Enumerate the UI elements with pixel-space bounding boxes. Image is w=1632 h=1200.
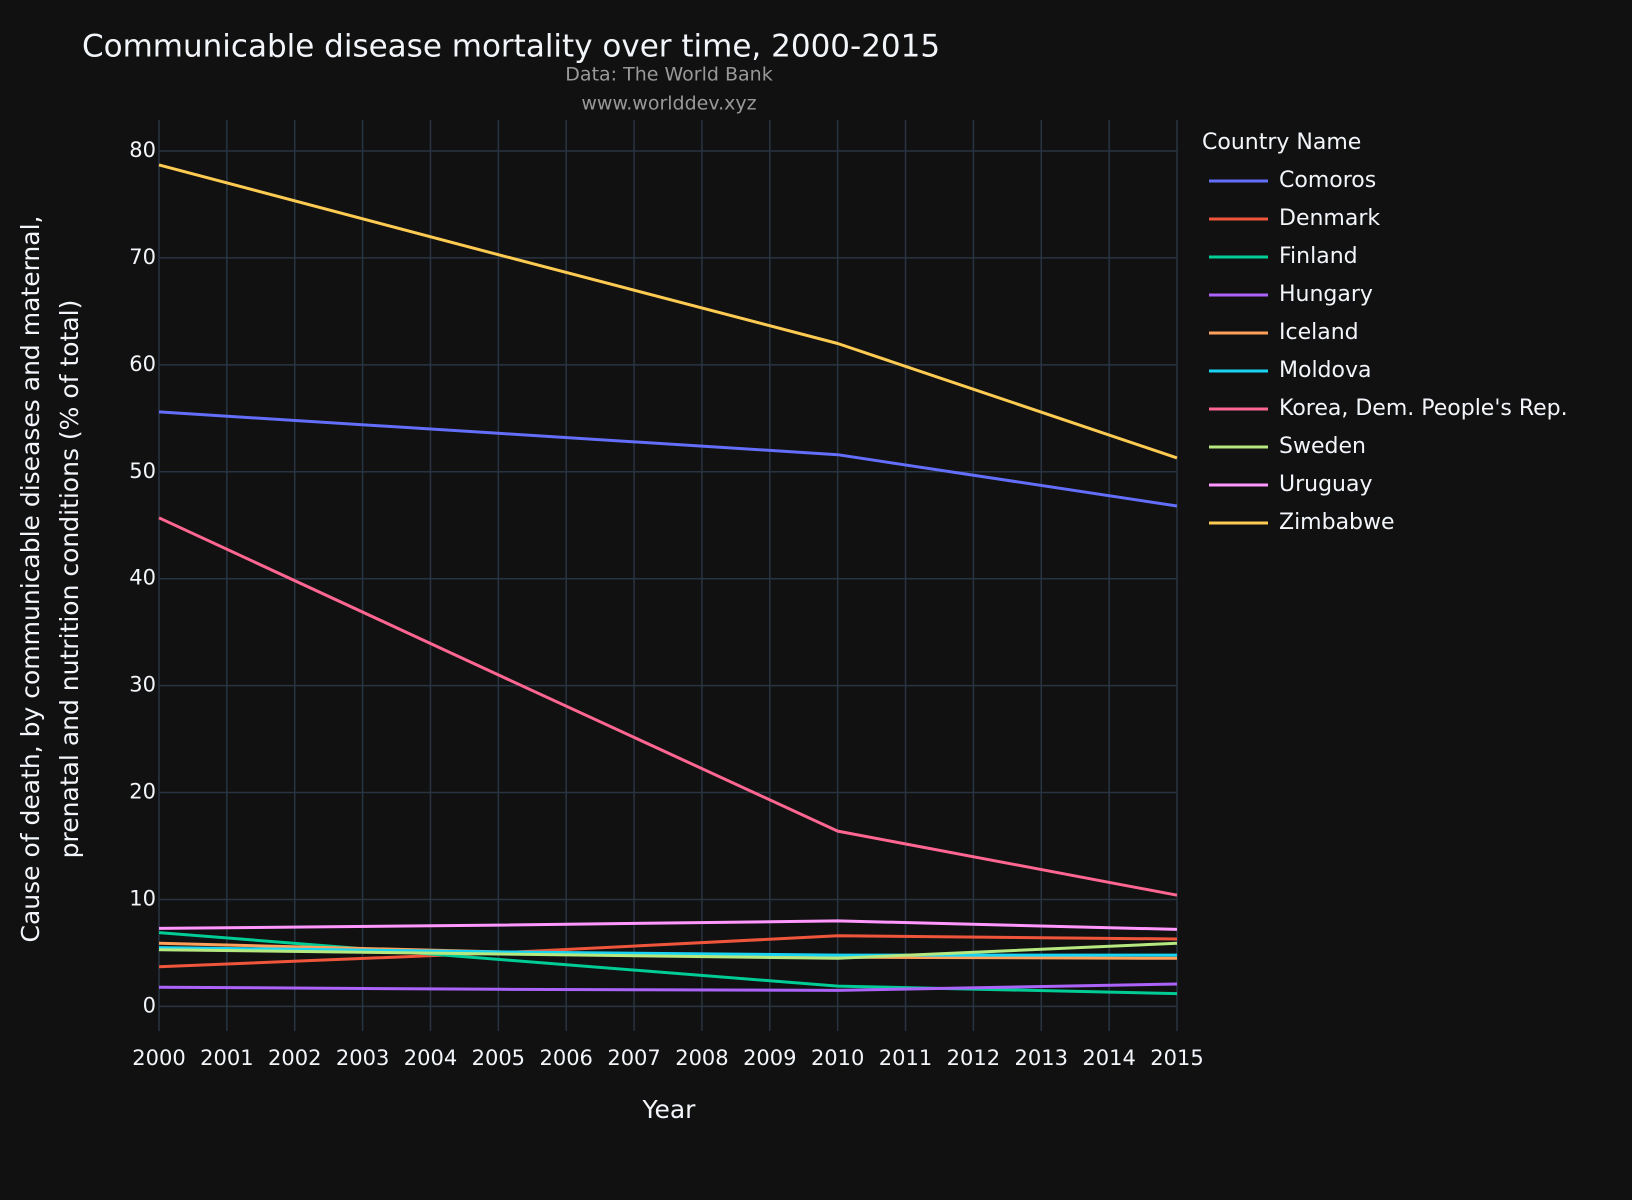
legend-label: Zimbabwe — [1279, 510, 1395, 535]
series-line — [158, 516, 1178, 897]
legend-label: Hungary — [1279, 282, 1373, 307]
x-tick-label: 2005 — [472, 1046, 525, 1070]
chart-subtitle: www.worlddev.xyz — [581, 93, 756, 115]
legend-label: Iceland — [1279, 320, 1359, 345]
legend-label: Korea, Dem. People's Rep. — [1279, 396, 1568, 421]
x-tick-label: 2004 — [404, 1046, 457, 1070]
x-tick-label: 2003 — [336, 1046, 389, 1070]
series-line — [158, 931, 1178, 996]
legend-label: Uruguay — [1279, 472, 1373, 497]
series-line — [158, 934, 1178, 969]
x-tick-label: 2009 — [743, 1046, 796, 1070]
y-tick-label: 10 — [129, 886, 156, 910]
x-axis-title: Year — [642, 1095, 697, 1124]
legend-label: Comoros — [1279, 168, 1376, 193]
x-tick-label: 2011 — [879, 1046, 932, 1070]
y-tick-label: 60 — [129, 352, 156, 376]
series-line — [158, 941, 1178, 960]
legend-label: Sweden — [1279, 434, 1366, 459]
legend-label: Finland — [1279, 244, 1358, 269]
x-tick-label: 2015 — [1150, 1046, 1203, 1070]
y-tick-label: 0 — [143, 993, 156, 1017]
x-tick-label: 2006 — [539, 1046, 592, 1070]
x-tick-label: 2002 — [268, 1046, 321, 1070]
series-line — [158, 163, 1178, 460]
legend-label: Denmark — [1279, 206, 1380, 231]
y-axis-title: Cause of death, by communicable diseases… — [16, 216, 45, 943]
series-line — [158, 982, 1178, 992]
x-tick-label: 2012 — [947, 1046, 1000, 1070]
x-tick-label: 2001 — [200, 1046, 253, 1070]
legend-title: Country Name — [1202, 130, 1361, 155]
legend-label: Moldova — [1279, 358, 1371, 383]
y-tick-label: 70 — [129, 245, 156, 269]
y-tick-label: 20 — [129, 780, 156, 804]
x-tick-label: 2008 — [675, 1046, 728, 1070]
series-line — [158, 410, 1178, 508]
x-tick-label: 2007 — [607, 1046, 660, 1070]
series-line — [158, 946, 1177, 957]
x-tick-label: 2010 — [811, 1046, 864, 1070]
y-tick-label: 50 — [129, 459, 156, 483]
chart-subtitle: Data: The World Bank — [565, 64, 772, 86]
x-tick-label: 2000 — [132, 1046, 185, 1070]
x-tick-label: 2013 — [1015, 1046, 1068, 1070]
x-tick-label: 2014 — [1082, 1046, 1135, 1070]
series-line — [158, 919, 1178, 931]
y-tick-label: 40 — [129, 566, 156, 590]
y-tick-label: 80 — [129, 138, 156, 162]
y-axis-title: prenatal and nutrition conditions (% of … — [55, 300, 84, 859]
chart-title: Communicable disease mortality over time… — [82, 29, 940, 65]
y-tick-label: 30 — [129, 673, 156, 697]
